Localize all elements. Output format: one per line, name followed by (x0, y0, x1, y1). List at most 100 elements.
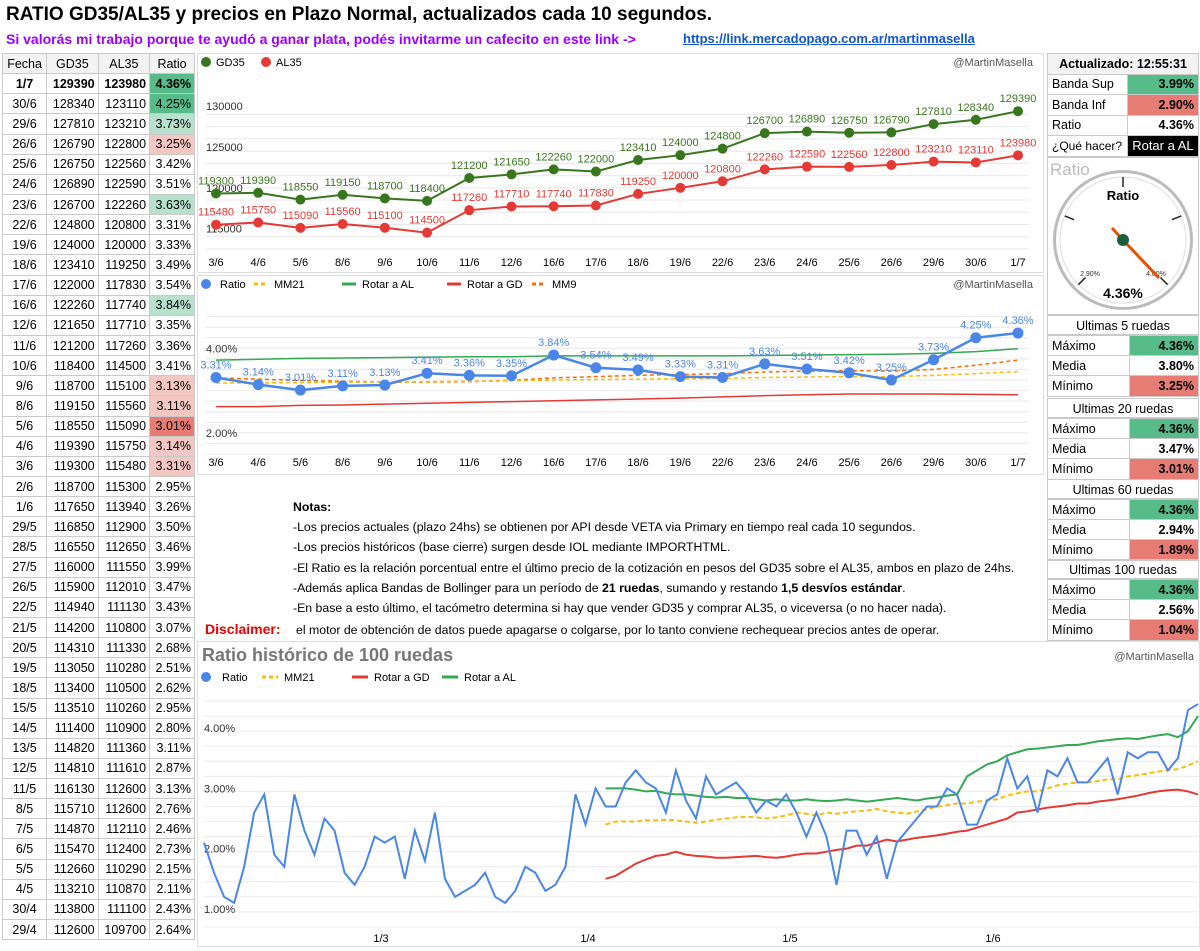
row-gd35: 116000 (46, 556, 99, 578)
legend-label: Rotar a GD (374, 672, 430, 684)
data-point (379, 193, 390, 204)
data-label: 122000 (578, 154, 615, 166)
data-label: 114500 (409, 215, 445, 227)
row-gd35: 119150 (46, 395, 99, 417)
x-tick-label: 25/6 (838, 457, 859, 469)
x-tick-label: 8/6 (335, 457, 350, 469)
legend-label: MM21 (284, 672, 315, 684)
data-point (717, 176, 728, 187)
x-tick-label: 25/6 (838, 257, 859, 269)
data-label: 3.41% (411, 355, 442, 367)
y-tick-label: 3.00% (204, 783, 235, 795)
row-al35: 115100 (97, 375, 151, 397)
row-ratio: 3.41% (149, 355, 195, 377)
row-gd35: 124800 (46, 214, 99, 236)
row-date: 2/6 (1, 475, 48, 498)
ratio-chart-svg: 2.00% 4.00% 3/6 4/6 5/6 8/6 9/6 10/6 11/6 12/6 16/… (200, 279, 1034, 469)
row-al35: 112600 (97, 778, 151, 800)
x-tick-label: 1/7 (1010, 457, 1025, 469)
data-label: 121650 (493, 156, 530, 168)
gauge-tick (1077, 276, 1087, 286)
row-date: 26/5 (1, 576, 48, 598)
y-tick-label: 130000 (206, 101, 243, 113)
x-tick-label: 17/6 (585, 257, 606, 269)
row-ratio: 2.62% (149, 677, 195, 699)
row-ratio: 2.76% (149, 798, 195, 820)
data-label: 117260 (451, 192, 487, 204)
gauge-hub (1117, 234, 1129, 246)
data-label: 3.42% (834, 355, 865, 367)
banda-sup-label: Banda Sup (1047, 73, 1128, 95)
data-point (253, 187, 264, 198)
row-al35: 111360 (97, 737, 151, 759)
stats-table: Máximo 4.36% Media 2.94% Mínimo 1.89% (1047, 498, 1200, 561)
stats-label: Máximo (1047, 334, 1130, 357)
chart-title: Ratio histórico de 100 ruedas (202, 645, 453, 665)
row-ratio: 2.68% (149, 637, 195, 659)
row-date: 13/5 (1, 737, 48, 759)
note-line-2: -Los precios históricos (base cierre) su… (293, 540, 731, 555)
data-label: 121200 (451, 160, 488, 172)
ratio-chart: 2.00% 4.00% 3/6 4/6 5/6 8/6 9/6 10/6 11/6 12/6 16/… (197, 275, 1044, 475)
data-point (252, 379, 264, 391)
row-gd35: 113800 (46, 898, 99, 921)
row-date: 26/6 (1, 133, 48, 155)
row-gd35: 115710 (46, 798, 99, 820)
banda-inf-value: 2.90% (1126, 94, 1200, 116)
row-gd35: 122000 (46, 274, 99, 296)
y-tick-label: 4.00% (206, 343, 237, 355)
banda-sup-value: 3.99% (1126, 73, 1200, 95)
row-ratio: 3.13% (149, 778, 195, 800)
x-tick-label: 5/6 (293, 257, 308, 269)
donation-link[interactable]: https://link.mercadopago.com.ar/martinma… (683, 31, 975, 46)
row-ratio: 3.51% (149, 173, 195, 195)
data-point (970, 114, 981, 125)
table-row: 20/5 114310 111330 2.68% (1, 637, 195, 659)
table-row: 8/5 115710 112600 2.76% (1, 798, 195, 820)
data-point (843, 367, 855, 379)
row-date: 27/5 (1, 556, 48, 578)
legend-label: MM21 (274, 279, 305, 291)
row-gd35: 127810 (46, 113, 99, 135)
row-gd35: 122260 (46, 294, 99, 316)
row-al35: 117260 (97, 334, 151, 357)
note-line-5: -En base a esto último, el tacómetro det… (293, 601, 947, 616)
row-al35: 120800 (97, 214, 151, 236)
x-tick-label: 29/6 (923, 457, 944, 469)
stats-table: Máximo 4.36% Media 3.80% Mínimo 3.25% (1047, 334, 1200, 397)
row-date: 18/6 (1, 254, 48, 276)
data-point (590, 362, 602, 374)
row-ratio: 4.25% (149, 93, 195, 115)
row-gd35: 114820 (46, 737, 99, 759)
row-date: 17/6 (1, 274, 48, 296)
row-ratio: 2.43% (149, 898, 195, 921)
row-al35: 110290 (97, 858, 151, 880)
row-gd35: 118400 (46, 355, 99, 377)
row-date: 11/6 (1, 334, 48, 357)
row-date: 20/5 (1, 637, 48, 659)
row-gd35: 124000 (46, 234, 99, 256)
row-al35: 122260 (97, 193, 151, 216)
row-al35: 111330 (97, 637, 151, 659)
stats-value: 4.36% (1128, 498, 1200, 521)
gauge-needle (1121, 238, 1161, 280)
data-point (717, 143, 728, 154)
history-chart-svg: Ratio histórico de 100 ruedas @MartinMase… (201, 645, 1199, 945)
data-point (886, 159, 897, 170)
watermark: @MartinMasella (953, 57, 1034, 69)
row-ratio: 3.50% (149, 516, 195, 538)
data-point (590, 200, 601, 211)
stats-title: Ultimas 100 ruedas (1047, 559, 1199, 579)
x-tick-label: 11/6 (459, 257, 480, 269)
table-row: 6/5 115470 112400 2.73% (1, 838, 195, 860)
data-label: 3.73% (918, 342, 949, 354)
data-label: 3.13% (369, 367, 400, 379)
x-tick-label: 30/6 (965, 257, 986, 269)
gauge-title: Ratio (1107, 188, 1140, 203)
stats-value: 1.89% (1128, 539, 1200, 561)
table-row: 30/6 128340 123110 4.25% (1, 93, 195, 115)
table-row: 27/5 116000 111550 3.99% (1, 556, 195, 578)
row-gd35: 114200 (46, 616, 99, 639)
x-tick-label: 19/6 (670, 257, 691, 269)
